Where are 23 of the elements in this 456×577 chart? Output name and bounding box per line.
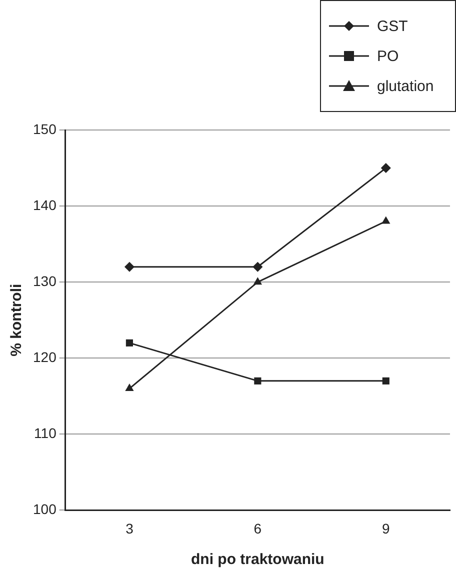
point <box>125 384 134 392</box>
point <box>380 163 391 174</box>
y-axis-title: % kontroli <box>8 284 26 356</box>
point <box>252 262 263 272</box>
y-tick-label: 130 <box>33 272 57 289</box>
x-tick-label: 6 <box>254 520 262 536</box>
legend-label: PO <box>377 48 399 64</box>
legend-label: GST <box>377 18 408 34</box>
point <box>382 216 390 224</box>
point <box>382 377 390 384</box>
point <box>253 277 262 285</box>
x-tick-label: 3 <box>126 520 134 536</box>
x-axis-title: dni po traktowaniu <box>191 551 324 568</box>
point <box>126 339 133 346</box>
y-tick-label: 110 <box>34 425 57 442</box>
y-tick-label: 120 <box>33 348 57 365</box>
y-tick-label: 150 <box>33 120 57 137</box>
point <box>124 262 134 272</box>
point <box>254 377 262 384</box>
legend-label: glutation <box>377 78 434 94</box>
x-tick-label: 9 <box>382 520 390 536</box>
y-tick-label: 100 <box>33 501 57 518</box>
y-tick-label: 140 <box>33 196 57 213</box>
